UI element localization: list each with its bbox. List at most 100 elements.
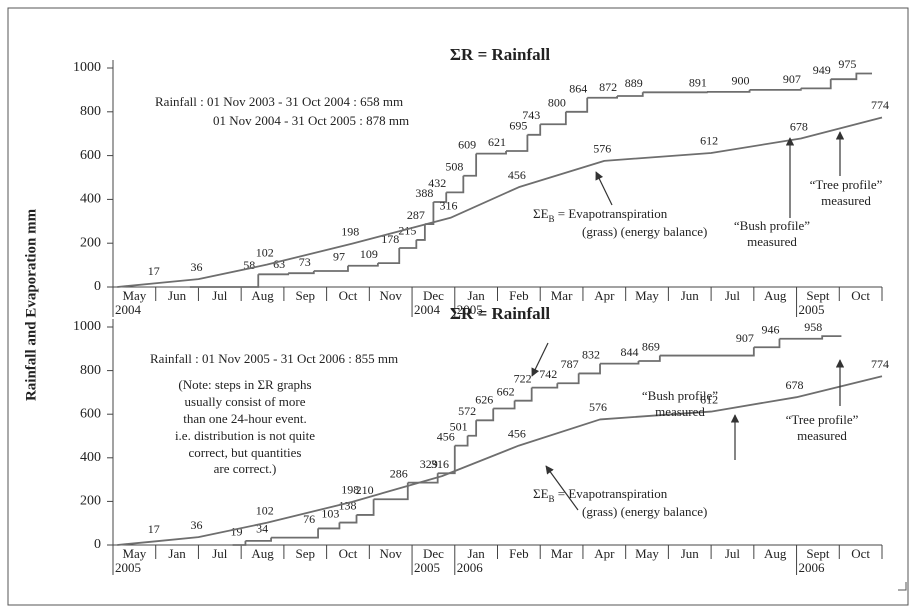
rainfall-step xyxy=(454,435,469,447)
annotation: (grass) (energy balance) xyxy=(582,224,707,239)
data-label: 774 xyxy=(871,357,889,371)
y-tick-label: 400 xyxy=(80,192,101,207)
rainfall-step xyxy=(446,175,465,194)
evaporation-line xyxy=(117,116,883,288)
rainfall-step xyxy=(600,361,640,365)
annotation: “Bush profile” xyxy=(642,388,718,403)
x-year-label: 2006 xyxy=(799,560,826,575)
data-label: 975 xyxy=(838,57,856,71)
x-tick-label: Sep xyxy=(296,288,316,303)
annotation-arrow xyxy=(531,342,549,377)
data-label: 572 xyxy=(458,404,476,418)
series-name-sub: B xyxy=(549,214,555,224)
x-tick-label: Mar xyxy=(551,288,573,303)
series-name-rest: = Evapotranspiration xyxy=(555,206,668,221)
y-tick-label: 1000 xyxy=(73,319,101,334)
x-tick-label: Jan xyxy=(467,288,485,303)
x-tick-label: Feb xyxy=(509,546,529,561)
data-label: 210 xyxy=(356,483,374,497)
rainfall-step xyxy=(638,355,661,362)
annotation: measured xyxy=(821,193,871,208)
y-tick-label: 200 xyxy=(80,235,101,250)
annotation: usually consist of more xyxy=(185,394,306,409)
data-label: 63 xyxy=(273,257,285,271)
rainfall-step xyxy=(437,445,456,475)
data-label: 508 xyxy=(445,159,463,173)
series-name: ΣR = Rainfall xyxy=(450,45,550,64)
data-label: 695 xyxy=(509,119,527,133)
y-tick-label: 0 xyxy=(94,279,101,294)
rainfall-step xyxy=(318,522,341,530)
series-name: ΣEB = Evapotranspiration xyxy=(533,206,668,224)
rainfall-step xyxy=(557,373,580,385)
rainfall-step xyxy=(433,192,448,203)
x-year-label: 2004 xyxy=(414,302,441,317)
data-label: 844 xyxy=(620,345,638,359)
data-label: 621 xyxy=(488,135,506,149)
annotation: “Tree profile” xyxy=(810,177,883,192)
rainfall-step xyxy=(749,88,802,91)
frame xyxy=(7,7,909,606)
rainfall-step xyxy=(753,338,781,349)
x-tick-label: Jun xyxy=(681,288,700,303)
y-axis-label: Rainfall and Evaporation mm xyxy=(23,208,39,401)
data-label: 869 xyxy=(642,339,660,353)
annotation-arrow xyxy=(595,171,613,206)
x-tick-label: Sept xyxy=(806,288,830,303)
x-year-label: 2006 xyxy=(457,560,484,575)
x-tick-label: May xyxy=(635,546,659,561)
data-label: 432 xyxy=(428,176,446,190)
x-tick-label: May xyxy=(122,288,146,303)
x-tick-label: Aug xyxy=(251,288,274,303)
data-label: 103 xyxy=(321,506,339,520)
x-tick-label: Oct xyxy=(851,546,870,561)
x-tick-label: Feb xyxy=(509,288,529,303)
data-label: 198 xyxy=(341,483,359,497)
rainfall-step xyxy=(356,499,375,516)
rainfall-step xyxy=(830,72,872,81)
data-label: 900 xyxy=(732,74,750,88)
rainfall-step xyxy=(565,97,589,113)
x-tick-label: Jun xyxy=(681,546,700,561)
data-label: 612 xyxy=(700,392,718,406)
x-tick-label: Jun xyxy=(168,288,187,303)
x-year-label: 2005 xyxy=(457,302,483,317)
annotation: than one 24-hour event. xyxy=(183,411,306,426)
series-name-sub: B xyxy=(549,494,555,504)
rainfall-step xyxy=(313,265,349,272)
annotation: “Tree profile” xyxy=(786,412,859,427)
data-label: 891 xyxy=(689,76,707,90)
annotation: “Bush profile” xyxy=(734,218,810,233)
rainfall-step xyxy=(578,363,601,375)
rainfall-step xyxy=(424,202,435,226)
rainfall-step xyxy=(476,151,507,155)
annotation: correct, but quantities xyxy=(189,445,302,460)
rainfall-step xyxy=(706,89,751,93)
data-label: 456 xyxy=(508,426,526,440)
corner-mark xyxy=(898,582,907,591)
data-label: 73 xyxy=(299,255,311,269)
data-label: 102 xyxy=(256,245,274,259)
rainfall-step xyxy=(514,387,533,402)
data-label: 626 xyxy=(475,392,493,406)
data-label: 316 xyxy=(431,457,449,471)
rainfall-step xyxy=(617,92,644,97)
x-tick-label: Sep xyxy=(296,546,316,561)
rainfall-step xyxy=(527,124,542,136)
data-label: 907 xyxy=(736,331,754,345)
rainfall-step xyxy=(493,400,516,410)
data-label: 612 xyxy=(700,134,718,148)
data-label: 678 xyxy=(786,378,804,392)
series-name: ΣR = Rainfall xyxy=(450,304,550,323)
data-label: 742 xyxy=(539,367,557,381)
data-label: 456 xyxy=(437,429,455,443)
annotation: Rainfall : 01 Nov 2003 - 31 Oct 2004 : 6… xyxy=(155,94,403,109)
data-label: 576 xyxy=(589,400,607,414)
rainfall-step xyxy=(779,335,842,340)
series-name: ΣEB = Evapotranspiration xyxy=(533,486,668,504)
x-tick-label: Jul xyxy=(725,546,741,561)
rainfall-step xyxy=(800,79,832,90)
x-year-label: 2005 xyxy=(414,560,440,575)
